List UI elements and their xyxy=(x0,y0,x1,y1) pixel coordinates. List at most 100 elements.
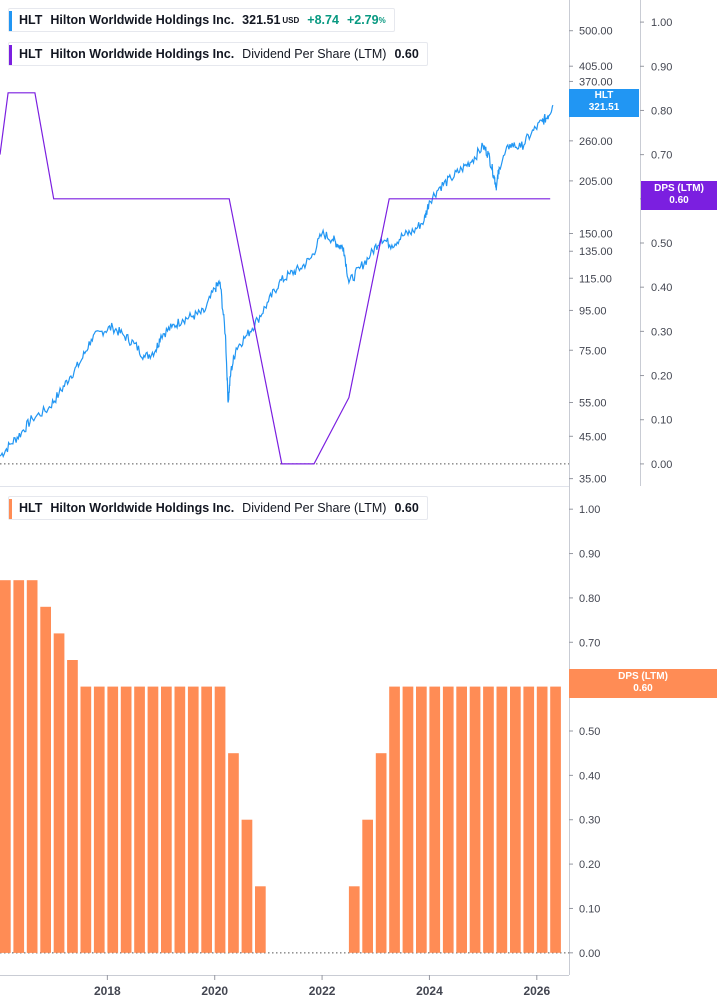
dps-bar[interactable] xyxy=(0,580,11,953)
bottom-axis-tick-label: 0.00 xyxy=(579,948,600,960)
dps-bar[interactable] xyxy=(456,686,467,953)
dps-axis-tick-label: 0.40 xyxy=(651,282,672,294)
dps-bar[interactable] xyxy=(255,886,266,953)
price-axis-tick-label: 500.00 xyxy=(579,26,613,38)
price-axis-tick-label: 35.00 xyxy=(579,474,607,486)
time-axis-tick-label: 2024 xyxy=(416,984,443,998)
dps-bar[interactable] xyxy=(174,686,186,953)
bottom-axis-tick-label: 0.20 xyxy=(579,859,600,871)
dps-bar[interactable] xyxy=(93,686,105,953)
dps-top-legend-metric: Dividend Per Share (LTM) xyxy=(242,47,387,61)
dps-bar[interactable] xyxy=(80,686,92,953)
dps-bar[interactable] xyxy=(416,686,427,953)
dps-bottom-legend-value: 0.60 xyxy=(394,501,419,515)
dps-series-line[interactable] xyxy=(0,92,551,465)
dps-axis-tick-label: 0.50 xyxy=(651,238,672,250)
price-axis-tick-label: 135.00 xyxy=(579,246,613,258)
dps-bar[interactable] xyxy=(201,686,212,953)
dps-bottom-legend-swatch xyxy=(9,499,12,519)
bottom-axis-tick-label: 0.30 xyxy=(579,815,600,827)
dps-axis-tick-label: 1.00 xyxy=(651,17,672,29)
bottom-axis-tick-label: 0.70 xyxy=(579,637,600,649)
price-series-line[interactable] xyxy=(0,104,554,459)
price-axis-tick-label: 370.00 xyxy=(579,76,613,88)
dps-bar[interactable] xyxy=(523,686,535,953)
dps-axis-tick-label: 0.00 xyxy=(651,459,672,471)
dps-bar[interactable] xyxy=(550,686,561,953)
price-legend-price: 321.51 xyxy=(242,13,281,27)
bottom-axis-tick-label: 0.90 xyxy=(579,549,600,561)
price-axis-tick-label: 45.00 xyxy=(579,431,607,443)
dps-bar[interactable] xyxy=(214,686,226,953)
dps-bar[interactable] xyxy=(510,686,521,953)
dps-axis-tick-label: 0.70 xyxy=(651,150,672,162)
bottom-axis-tick-label: 1.00 xyxy=(579,504,600,516)
dps-bar[interactable] xyxy=(429,686,441,953)
price-axis-tick-label: 95.00 xyxy=(579,305,607,317)
dps-axis-tick-label: 0.80 xyxy=(651,105,672,117)
dps-top-legend-ticker: HLT xyxy=(19,47,43,61)
dps-bar[interactable] xyxy=(362,819,373,953)
time-axis-tick-label: 2018 xyxy=(94,984,121,998)
dps-top-legend-swatch xyxy=(9,45,12,65)
price-axis-tick-label: 115.00 xyxy=(579,273,612,285)
dps-bottom-legend[interactable]: HLT Hilton Worldwide Holdings Inc. Divid… xyxy=(8,496,428,520)
dps-bottom-legend-ticker: HLT xyxy=(19,501,43,515)
dps-bar[interactable] xyxy=(134,686,145,953)
dps-bar[interactable] xyxy=(67,660,78,953)
dps-bottom-tag: DPS (LTM) 0.60 xyxy=(569,669,717,698)
price-pane[interactable] xyxy=(0,92,569,465)
dps-axis-tick-label: 0.30 xyxy=(651,326,672,338)
dps-bar[interactable] xyxy=(483,686,494,953)
dps-bar[interactable] xyxy=(375,753,387,953)
dps-bar[interactable] xyxy=(496,686,508,953)
price-legend-change: +8.74 xyxy=(307,13,339,27)
dps-bar[interactable] xyxy=(147,686,159,953)
price-legend-currency: USD xyxy=(282,15,300,25)
dps-bar[interactable] xyxy=(348,886,360,953)
price-tag: HLT 321.51 xyxy=(569,89,639,117)
dps-bar[interactable] xyxy=(389,686,400,953)
dps-bar[interactable] xyxy=(442,686,454,953)
price-axis-tick-label: 55.00 xyxy=(579,397,607,409)
price-legend-swatch xyxy=(9,11,12,31)
dps-bar[interactable] xyxy=(187,686,199,953)
dps-axis-tick-label: 0.90 xyxy=(651,61,672,73)
dps-bar[interactable] xyxy=(40,606,51,953)
price-legend-pct-sign: % xyxy=(378,15,386,25)
dps-top-legend-value: 0.60 xyxy=(394,47,419,61)
dps-bar[interactable] xyxy=(53,633,65,953)
price-legend-ticker: HLT xyxy=(19,13,43,27)
dps-bar[interactable] xyxy=(241,819,253,953)
dps-bar[interactable] xyxy=(161,686,172,953)
time-axis-tick-label: 2020 xyxy=(201,984,228,998)
price-legend-company: Hilton Worldwide Holdings Inc. xyxy=(50,13,235,27)
price-tag-ticker: HLT xyxy=(594,90,614,101)
dps-bottom-legend-metric: Dividend Per Share (LTM) xyxy=(242,501,387,515)
dps-bar[interactable] xyxy=(228,753,239,953)
dps-bottom-legend-company: Hilton Worldwide Holdings Inc. xyxy=(50,501,235,515)
bottom-axis-tick-label: 0.80 xyxy=(579,593,600,605)
dps-bar[interactable] xyxy=(536,686,548,953)
dps-bar[interactable] xyxy=(13,580,25,953)
dps-bar[interactable] xyxy=(469,686,481,953)
dps-bar[interactable] xyxy=(26,580,38,953)
dps-top-tag-value: 0.60 xyxy=(669,195,689,206)
price-legend-change-pct: +2.79 xyxy=(346,13,379,27)
price-axis-tick-label: 405.00 xyxy=(579,61,613,73)
bottom-axis-tick-label: 0.50 xyxy=(579,726,600,738)
price-legend[interactable]: HLT Hilton Worldwide Holdings Inc. 321.5… xyxy=(8,8,395,32)
dps-top-legend[interactable]: HLT Hilton Worldwide Holdings Inc. Divid… xyxy=(8,42,428,66)
dps-top-legend-company: Hilton Worldwide Holdings Inc. xyxy=(50,47,235,61)
price-tag-value: 321.51 xyxy=(588,102,620,113)
dps-axis-tick-label: 0.10 xyxy=(651,415,672,427)
dividend-pane[interactable] xyxy=(0,580,569,954)
dps-bar[interactable] xyxy=(402,686,414,953)
dps-bar[interactable] xyxy=(120,686,132,953)
price-axis-tick-label: 75.00 xyxy=(579,345,607,357)
dps-bar[interactable] xyxy=(107,686,119,953)
dps-axis-tick-label: 0.20 xyxy=(651,371,672,383)
price-axis-tick-label: 150.00 xyxy=(579,229,613,241)
bottom-axis-tick-label: 0.40 xyxy=(579,770,600,782)
